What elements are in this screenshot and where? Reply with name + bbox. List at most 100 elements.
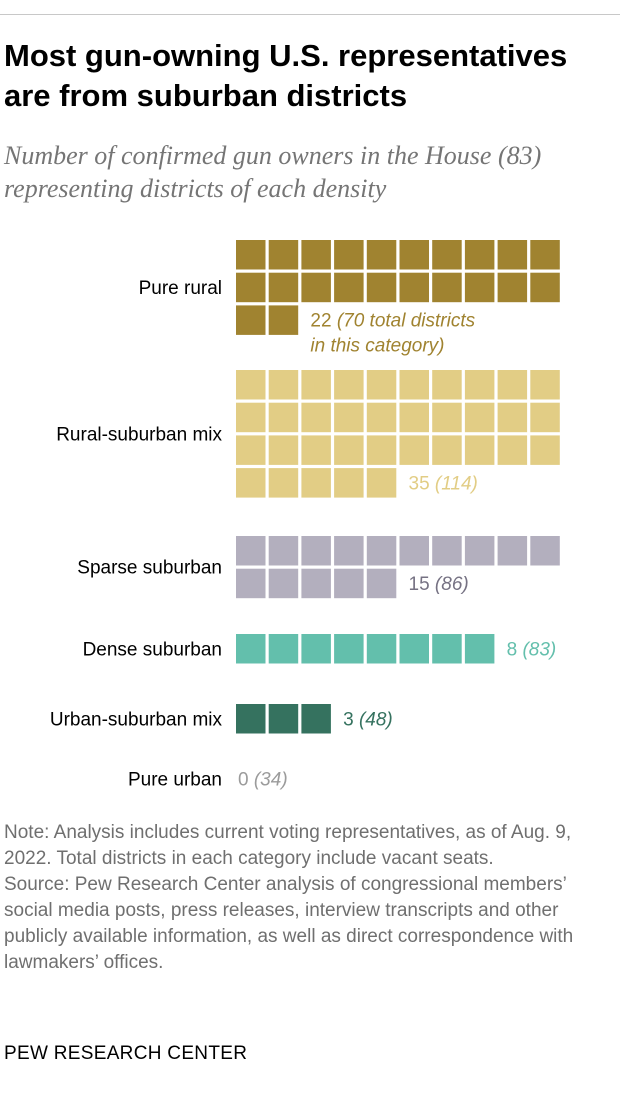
- value-number: 15: [409, 574, 435, 595]
- waffle-square: [334, 468, 364, 498]
- value-label: 8 (83): [507, 639, 557, 660]
- category-group: Pure urban 0 (34): [128, 769, 288, 790]
- waffle-square: [497, 272, 528, 303]
- total-label: (114): [435, 473, 478, 494]
- waffle-square: [334, 634, 364, 664]
- waffle-square: [530, 272, 560, 303]
- waffle-square: [334, 370, 364, 400]
- category-group: Pure rural 22 (70 total districts in this …: [139, 240, 560, 357]
- waffle-square: [236, 370, 266, 400]
- waffle-square: [334, 536, 364, 566]
- waffle-square: [464, 634, 495, 664]
- category-group: Dense suburban 8 (83): [83, 634, 557, 664]
- value-label: 15 (86): [409, 574, 469, 595]
- category-label: Pure urban: [128, 769, 222, 790]
- waffle-square: [432, 634, 462, 664]
- total-label: (34): [254, 769, 288, 790]
- waffle-square: [268, 468, 299, 498]
- total-label: (70 total districts: [337, 311, 476, 332]
- pew-logo-text: PEW RESEARCH CENTER: [4, 1043, 248, 1064]
- waffle-square: [530, 402, 560, 433]
- waffle-square: [268, 536, 299, 566]
- category-group: Rural-suburban mix 35 (114): [56, 370, 560, 498]
- waffle-square: [334, 240, 364, 270]
- waffle-square: [432, 435, 462, 465]
- waffle-square: [399, 634, 429, 664]
- waffle-square: [530, 370, 560, 400]
- waffle-square: [464, 272, 495, 303]
- waffle-square: [236, 305, 266, 335]
- total-label: (48): [359, 709, 393, 730]
- category-label: Sparse suburban: [77, 558, 222, 579]
- waffle-square: [366, 568, 397, 599]
- waffle-square: [366, 536, 397, 566]
- waffle-square: [366, 634, 397, 664]
- waffle-square: [268, 370, 299, 400]
- waffle-square: [334, 568, 364, 599]
- waffle-square: [334, 435, 364, 465]
- value-label: 35 (114): [409, 473, 478, 494]
- waffle-square: [530, 240, 560, 270]
- waffle-square: [301, 370, 331, 400]
- waffle-square: [399, 402, 429, 433]
- waffle-square: [366, 370, 397, 400]
- waffle-square: [268, 402, 299, 433]
- waffle-square: [236, 704, 266, 734]
- waffle-square: [497, 402, 528, 433]
- waffle-square: [236, 435, 266, 465]
- waffle-square: [432, 402, 462, 433]
- waffle-square: [334, 272, 364, 303]
- waffle-square: [399, 435, 429, 465]
- waffle-square: [268, 568, 299, 599]
- category-group: Urban-suburban mix 3 (48): [50, 704, 393, 734]
- waffle-square: [432, 272, 462, 303]
- waffle-square: [464, 402, 495, 433]
- waffle-square: [268, 272, 299, 303]
- value-label: 22 (70 total districts: [310, 311, 475, 332]
- waffle-square: [268, 435, 299, 465]
- waffle-square: [464, 240, 495, 270]
- waffle-square: [497, 435, 528, 465]
- waffle-square: [236, 568, 266, 599]
- category-label: Dense suburban: [83, 639, 222, 660]
- category-label: Pure rural: [139, 278, 222, 299]
- waffle-square: [268, 634, 299, 664]
- total-label: (83): [522, 639, 556, 660]
- notes-section: Note: Analysis includes current voting r…: [4, 820, 604, 976]
- waffle-square: [301, 634, 331, 664]
- waffle-square: [301, 435, 331, 465]
- value-number: 0: [238, 769, 254, 790]
- chart-title: Most gun-owning U.S. representatives are…: [4, 38, 568, 113]
- category-group: Sparse suburban 15 (86): [77, 536, 560, 599]
- waffle-square: [366, 272, 397, 303]
- source-text: Source: Pew Research Center analysis of …: [4, 874, 574, 973]
- waffle-square: [301, 402, 331, 433]
- waffle-square: [366, 468, 397, 498]
- waffle-square: [497, 240, 528, 270]
- waffle-square: [366, 240, 397, 270]
- waffle-square: [268, 240, 299, 270]
- waffle-square: [301, 704, 331, 734]
- value-label: 0 (34): [238, 769, 288, 790]
- waffle-square: [464, 435, 495, 465]
- waffle-square: [432, 536, 462, 566]
- value-number: 3: [343, 709, 359, 730]
- category-label: Urban-suburban mix: [50, 709, 223, 730]
- chart-subtitle: Number of confirmed gun owners in the Ho…: [4, 141, 542, 203]
- waffle-square: [301, 272, 331, 303]
- waffle-square: [301, 468, 331, 498]
- waffle-square: [366, 402, 397, 433]
- waffle-square: [236, 536, 266, 566]
- waffle-square: [530, 536, 560, 566]
- waffle-square: [366, 435, 397, 465]
- value-number: 8: [507, 639, 523, 660]
- waffle-square: [301, 536, 331, 566]
- waffle-square: [464, 536, 495, 566]
- waffle-square: [236, 634, 266, 664]
- waffle-square: [399, 536, 429, 566]
- waffle-square: [432, 240, 462, 270]
- waffle-square: [301, 240, 331, 270]
- waffle-square: [432, 370, 462, 400]
- waffle-square: [497, 370, 528, 400]
